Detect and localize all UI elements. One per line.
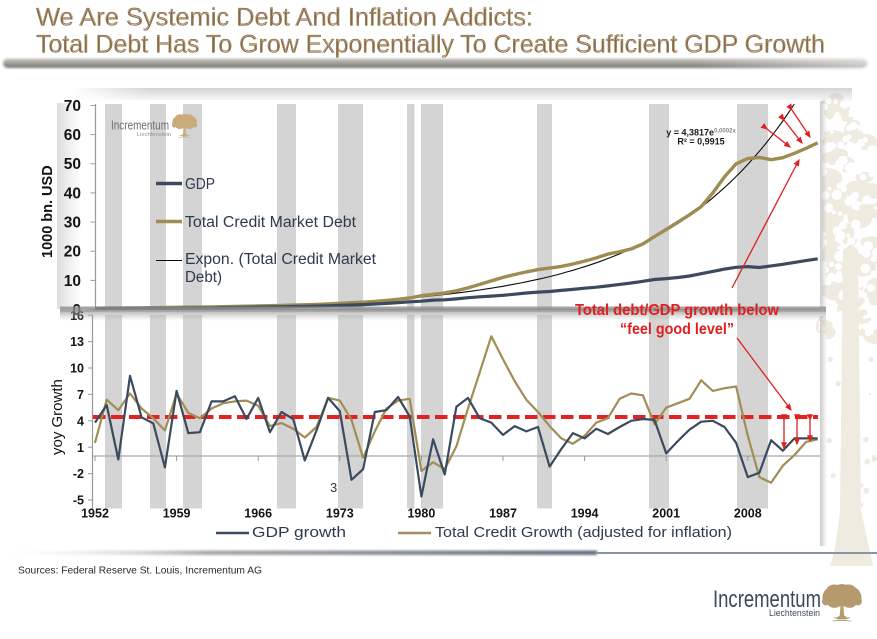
svg-text:Debt): Debt): [185, 269, 222, 286]
svg-text:“feel good level”: “feel good level”: [620, 321, 734, 338]
svg-text:4: 4: [77, 414, 84, 428]
svg-text:13: 13: [70, 335, 84, 349]
svg-text:-5: -5: [73, 494, 84, 508]
svg-text:1987: 1987: [489, 507, 517, 521]
svg-text:Total Credit Market Debt: Total Credit Market Debt: [185, 214, 357, 231]
svg-text:10: 10: [64, 273, 81, 290]
svg-text:-2: -2: [73, 467, 84, 481]
svg-text:2008: 2008: [734, 507, 762, 521]
svg-text:2001: 2001: [652, 507, 680, 521]
svg-text:yoy Growth: yoy Growth: [49, 379, 66, 455]
svg-text:Expon. (Total Credit Market: Expon. (Total Credit Market: [185, 251, 377, 268]
svg-text:40: 40: [64, 185, 81, 202]
svg-text:1959: 1959: [163, 507, 191, 521]
svg-text:70: 70: [64, 98, 81, 115]
svg-text:60: 60: [64, 127, 81, 144]
svg-text:3: 3: [330, 480, 337, 495]
svg-text:Liechtenstein: Liechtenstein: [137, 132, 171, 138]
svg-text:1000 bn. USD: 1000 bn. USD: [40, 165, 56, 258]
svg-text:30: 30: [64, 215, 81, 232]
svg-text:1952: 1952: [81, 507, 109, 521]
svg-text:7: 7: [77, 388, 84, 402]
svg-text:1994: 1994: [571, 507, 599, 521]
svg-text:1: 1: [77, 441, 84, 455]
svg-text:50: 50: [64, 156, 81, 173]
svg-text:1973: 1973: [326, 507, 354, 521]
svg-text:10: 10: [70, 362, 84, 376]
svg-text:We Are Systemic Debt And Infla: We Are Systemic Debt And Inflation Addic…: [36, 4, 533, 32]
svg-text:Total Credit Growth (adjusted: Total Credit Growth (adjusted for inflat…: [435, 524, 732, 541]
svg-text:Incrementum: Incrementum: [111, 118, 169, 133]
svg-text:R² = 0,9915: R² = 0,9915: [677, 137, 724, 147]
svg-text:Liechtenstein: Liechtenstein: [769, 608, 820, 619]
svg-text:GDP: GDP: [185, 176, 215, 193]
svg-text:Total debt/GDP growth below: Total debt/GDP growth below: [575, 302, 780, 319]
svg-text:1966: 1966: [244, 507, 272, 521]
svg-text:GDP growth: GDP growth: [252, 524, 346, 541]
svg-text:Total Debt Has To Grow Exponen: Total Debt Has To Grow Exponentially To …: [36, 31, 825, 59]
svg-text:1980: 1980: [407, 507, 435, 521]
svg-text:Sources: Federal Reserve St. L: Sources: Federal Reserve St. Louis, Incr…: [18, 565, 262, 577]
svg-text:20: 20: [64, 244, 81, 261]
